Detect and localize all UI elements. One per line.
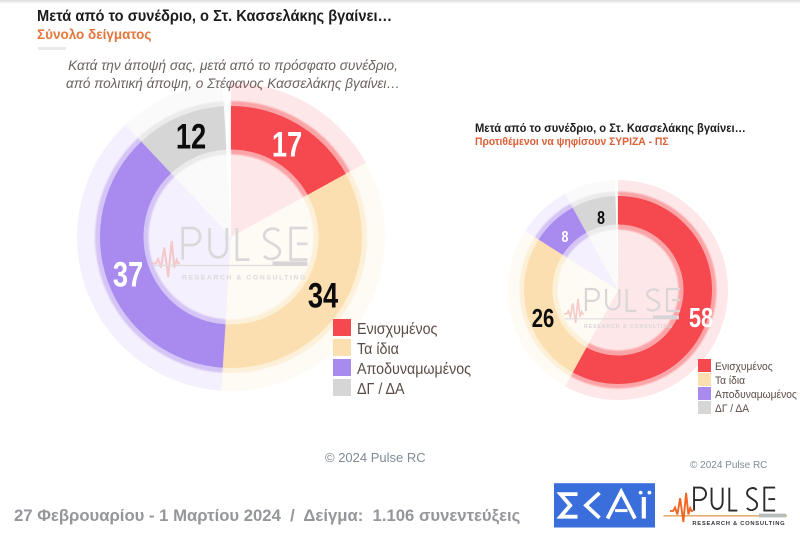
svg-text:RESEARCH & CONSULTING: RESEARCH & CONSULTING	[182, 275, 307, 282]
svg-text:RESEARCH & CONSULTING: RESEARCH & CONSULTING	[584, 324, 673, 330]
svg-text:RESEARCH & CONSULTING: RESEARCH & CONSULTING	[692, 521, 785, 527]
